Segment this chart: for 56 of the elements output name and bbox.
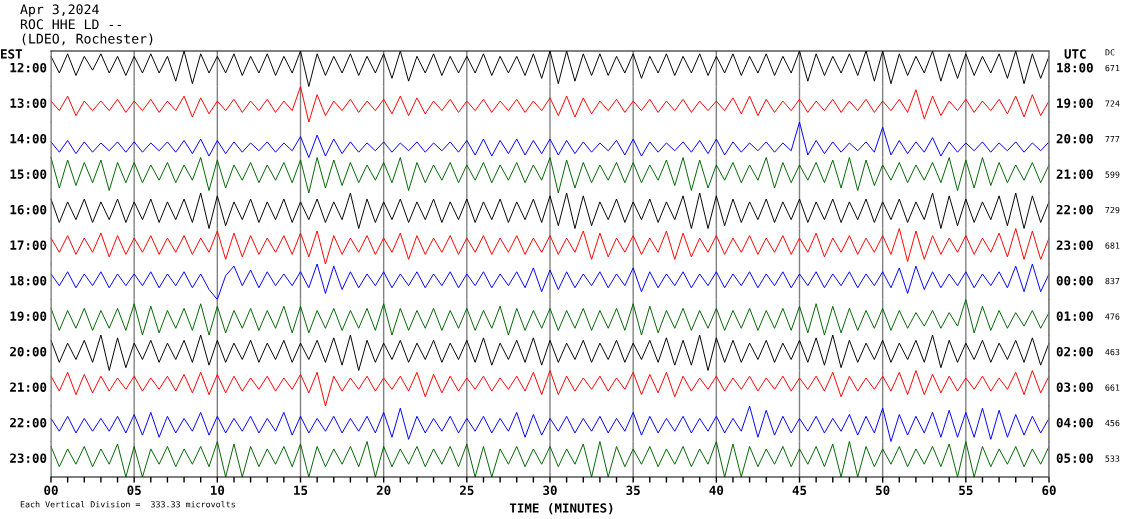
y-axis-title: 18:00 <box>10 275 47 286</box>
chart-title: Apr 3,2024 <box>20 4 99 17</box>
y2-axis-title: 18:00 <box>1057 62 1093 73</box>
y-axis-title: 12:00 <box>10 62 47 73</box>
text: 777 <box>1105 136 1120 143</box>
x-tick-label: 10 <box>210 485 225 496</box>
y-axis-title: 19:00 <box>10 311 47 321</box>
y2-axis-title: 03:00 <box>1056 382 1093 392</box>
text: 476 <box>1105 313 1120 320</box>
text: 463 <box>1105 348 1120 356</box>
y2-axis-title: 23:00 <box>1056 240 1093 250</box>
y-axis-title: 14:00 <box>10 133 47 144</box>
text: 837 <box>1105 277 1120 285</box>
y2-axis-title: 04:00 <box>1056 417 1093 428</box>
x-tick-label: 20 <box>376 485 391 496</box>
text: 533 <box>1105 455 1120 462</box>
x-tick-label: 15 <box>294 485 308 496</box>
x-tick-label: 45 <box>792 485 807 496</box>
y-axis-title: 23:00 <box>10 453 47 463</box>
y2-axis-title: 02:00 <box>1056 346 1093 357</box>
x-axis-title: TIME (MINUTES) <box>509 503 613 515</box>
x-tick-label: 25 <box>460 485 474 496</box>
x-tick-label: 35 <box>626 485 640 496</box>
x-tick-label: 55 <box>959 485 973 496</box>
text: DC <box>1105 49 1115 56</box>
text: 456 <box>1105 419 1120 427</box>
y2-axis-title: 00:00 <box>1056 275 1093 286</box>
text: EST <box>1 49 23 59</box>
y-axis-title: 15:00 <box>10 169 47 179</box>
y2-axis-title: 19:00 <box>1057 98 1093 108</box>
x-tick-label: 05 <box>127 485 141 496</box>
y-axis-title: 20:00 <box>10 346 47 357</box>
y2-axis-title: 05:00 <box>1056 453 1093 463</box>
x-tick-label: 40 <box>709 485 724 496</box>
text: 671 <box>1105 64 1120 72</box>
text: 729 <box>1105 206 1120 214</box>
text: 599 <box>1105 171 1120 178</box>
y2-axis-title: 22:00 <box>1056 204 1093 215</box>
y-axis-title: 13:00 <box>10 98 47 108</box>
y2-axis-title: 20:00 <box>1056 133 1093 144</box>
y-axis-title: 22:00 <box>10 417 47 428</box>
y-axis-title: 16:00 <box>10 204 47 215</box>
text: UTC <box>1064 49 1086 59</box>
y2-axis-title: 01:00 <box>1056 311 1093 321</box>
y2-axis-title: 21:00 <box>1056 169 1093 179</box>
y-axis-title: 21:00 <box>10 382 47 392</box>
chart-subtitle: ROC HHE LD -- (LDEO, Rochester) <box>20 19 153 46</box>
x-tick-label: 30 <box>543 485 557 496</box>
y-axis-title: 17:00 <box>10 240 47 250</box>
text: 681 <box>1105 242 1120 249</box>
x-tick-label: 60 <box>1042 485 1056 496</box>
text: Each Vertical Division = 333.33 microvolts <box>20 500 235 508</box>
text: 724 <box>1105 100 1120 107</box>
text: 661 <box>1105 384 1120 391</box>
x-tick-label: 00 <box>44 485 58 496</box>
x-tick-label: 50 <box>876 485 890 496</box>
